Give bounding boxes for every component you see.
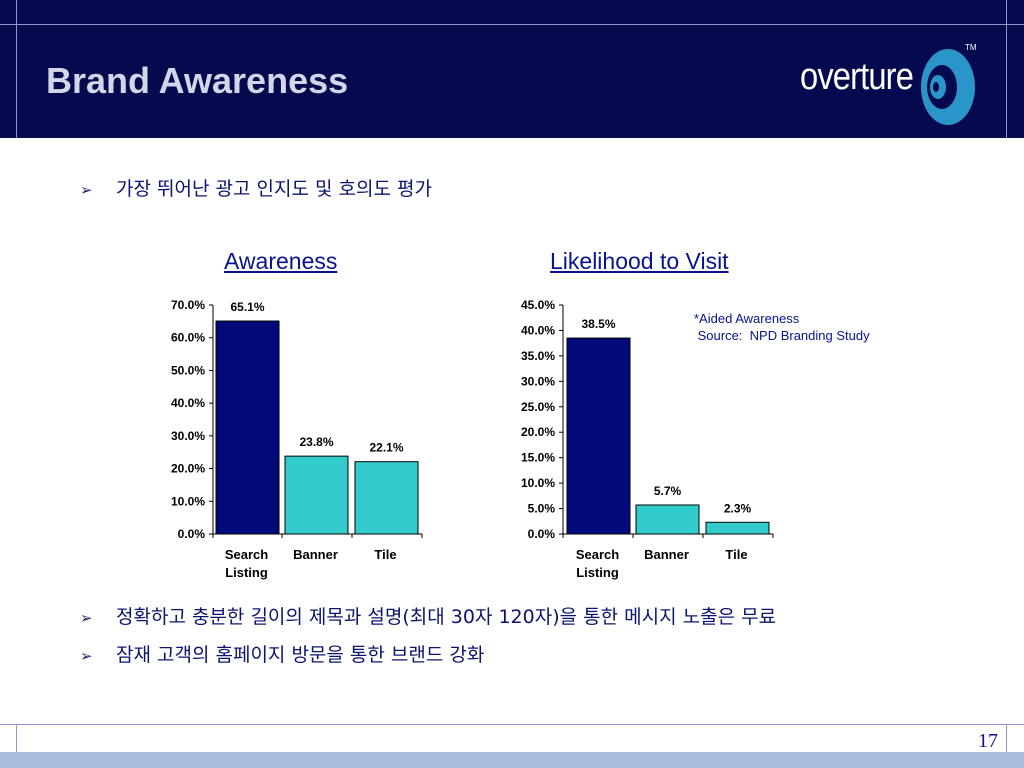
visit-chart-title: Likelihood to Visit (550, 248, 729, 274)
visit-y-tick-label: 30.0% (521, 374, 555, 388)
visit-bar-2 (705, 521, 770, 535)
bullet-arrow-icon: ➢ (80, 647, 93, 665)
visit-bar-1 (635, 504, 700, 535)
awareness-category-label-0: Search (225, 547, 268, 562)
awareness-category-label-0: Listing (225, 565, 268, 580)
bullet-bottom-1: ➢ 정확하고 충분한 길이의 제목과 설명(최대 30자 120자)을 통한 메시… (80, 606, 777, 628)
overture-logo-icon: TM (921, 43, 977, 125)
visit-y-tick-label: 40.0% (521, 323, 555, 337)
source-note: *Aided Awareness Source: NPD Branding St… (694, 311, 870, 343)
bullet-bottom-2: ➢ 잠재 고객의 홈페이지 방문을 통한 브랜드 강화 (80, 644, 485, 666)
awareness-bar-0 (215, 320, 280, 535)
awareness-value-label-0: 65.1% (230, 300, 264, 314)
visit-y-tick-label: 25.0% (521, 400, 555, 414)
visit-y-tick-label: 20.0% (521, 425, 555, 439)
visit-y-tick-label: 15.0% (521, 451, 555, 465)
footer-bar (0, 752, 1024, 768)
awareness-value-label-1: 23.8% (299, 435, 333, 449)
awareness-y-tick-label: 20.0% (171, 462, 205, 476)
awareness-bar-1 (284, 455, 349, 535)
awareness-chart-title: Awareness (224, 248, 338, 274)
awareness-y-tick-label: 60.0% (171, 331, 205, 345)
bullet-arrow-icon: ➢ (80, 181, 93, 199)
header-divider-line (0, 24, 1024, 25)
awareness-y-tick-label: 50.0% (171, 363, 205, 377)
visit-value-label-1: 5.7% (654, 484, 682, 498)
visit-y-tick-label: 5.0% (528, 502, 556, 516)
footer-divider-line (0, 724, 1024, 725)
trademark-label: TM (965, 43, 977, 52)
visit-category-label-0: Listing (576, 565, 619, 580)
awareness-category-label-1: Banner (293, 547, 338, 562)
awareness-bar-2 (354, 461, 419, 535)
header-left-line (16, 0, 17, 138)
visit-category-label-0: Search (576, 547, 619, 562)
visit-value-label-2: 2.3% (724, 501, 752, 515)
awareness-y-tick-label: 40.0% (171, 396, 205, 410)
visit-bar-0 (566, 337, 631, 535)
awareness-y-tick-label: 10.0% (171, 494, 205, 508)
visit-y-tick-label: 35.0% (521, 349, 555, 363)
footer-left-line (16, 724, 17, 752)
awareness-y-tick-label: 0.0% (178, 527, 206, 541)
visit-y-tick-label: 10.0% (521, 476, 555, 490)
awareness-y-tick-label: 30.0% (171, 429, 205, 443)
awareness-value-label-2: 22.1% (369, 441, 403, 455)
visit-value-label-0: 38.5% (581, 317, 615, 331)
slide-title: Brand Awareness (46, 60, 349, 101)
slide-header (0, 0, 1024, 138)
bullet-arrow-icon: ➢ (80, 609, 93, 627)
visit-category-label-1: Banner (644, 547, 689, 562)
awareness-category-label-2: Tile (374, 547, 396, 562)
header-right-line (1006, 0, 1007, 138)
visit-y-tick-label: 45.0% (521, 298, 555, 312)
overture-logo-text: overture (800, 56, 914, 98)
bullet-top-1: ➢ 가장 뛰어난 광고 인지도 및 호의도 평가 (80, 178, 432, 200)
visit-category-label-2: Tile (725, 547, 747, 562)
footer-right-line (1006, 724, 1007, 752)
page-number: 17 (978, 730, 998, 752)
visit-y-tick-label: 0.0% (528, 527, 556, 541)
awareness-y-tick-label: 70.0% (171, 298, 205, 312)
